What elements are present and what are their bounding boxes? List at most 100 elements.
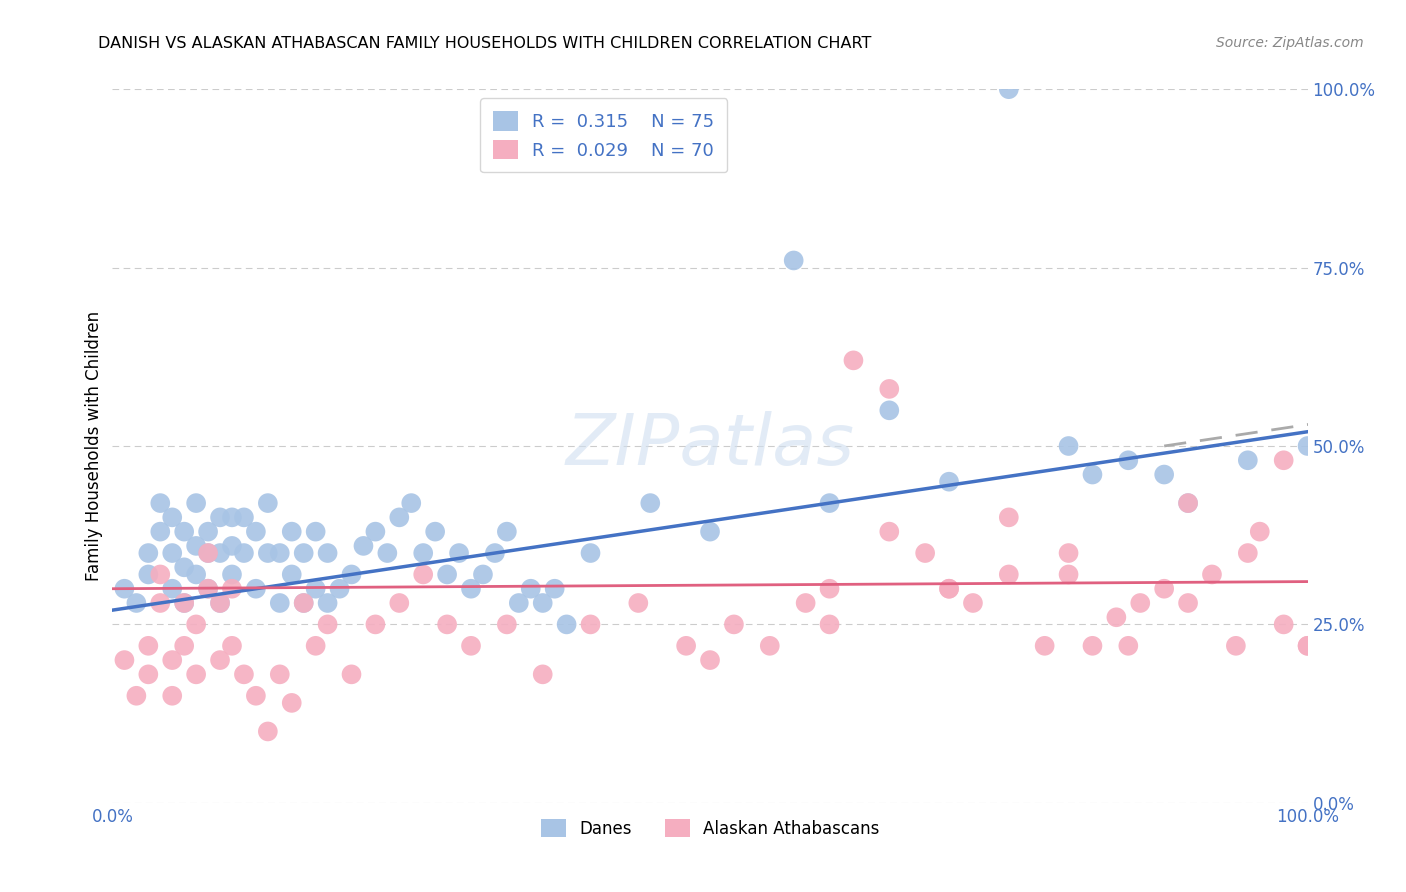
Text: DANISH VS ALASKAN ATHABASCAN FAMILY HOUSEHOLDS WITH CHILDREN CORRELATION CHART: DANISH VS ALASKAN ATHABASCAN FAMILY HOUS…	[98, 36, 872, 51]
Point	[186, 567, 208, 582]
Point	[292, 596, 315, 610]
Point	[412, 546, 434, 560]
Point	[186, 496, 208, 510]
Point	[162, 653, 183, 667]
Point	[233, 546, 256, 560]
Point	[484, 546, 506, 560]
Point	[257, 724, 280, 739]
Point	[316, 617, 339, 632]
Point	[269, 596, 291, 610]
Point	[257, 496, 280, 510]
Point	[197, 582, 219, 596]
Point	[221, 582, 243, 596]
Point	[1129, 596, 1152, 610]
Point	[114, 653, 135, 667]
Point	[1272, 617, 1295, 632]
Point	[221, 567, 243, 582]
Point	[520, 582, 543, 596]
Point	[1105, 610, 1128, 624]
Point	[699, 653, 721, 667]
Point	[125, 596, 148, 610]
Point	[316, 596, 339, 610]
Point	[914, 546, 936, 560]
Point	[938, 582, 960, 596]
Legend: Danes, Alaskan Athabascans: Danes, Alaskan Athabascans	[534, 813, 886, 845]
Point	[173, 560, 195, 574]
Text: Source: ZipAtlas.com: Source: ZipAtlas.com	[1216, 36, 1364, 50]
Point	[818, 617, 841, 632]
Point	[209, 546, 232, 560]
Point	[233, 510, 256, 524]
Point	[281, 524, 304, 539]
Point	[138, 639, 160, 653]
Point	[938, 475, 960, 489]
Point	[340, 667, 363, 681]
Point	[1153, 582, 1175, 596]
Point	[162, 582, 183, 596]
Point	[209, 653, 232, 667]
Point	[412, 567, 434, 582]
Point	[1225, 639, 1247, 653]
Point	[1081, 467, 1104, 482]
Point	[186, 667, 208, 681]
Point	[221, 510, 243, 524]
Point	[281, 696, 304, 710]
Point	[305, 639, 328, 653]
Point	[1118, 639, 1140, 653]
Point	[472, 567, 495, 582]
Point	[1081, 639, 1104, 653]
Point	[173, 596, 195, 610]
Point	[197, 582, 219, 596]
Point	[114, 582, 135, 596]
Point	[149, 596, 172, 610]
Point	[879, 382, 901, 396]
Point	[257, 546, 280, 560]
Point	[209, 596, 232, 610]
Point	[449, 546, 471, 560]
Point	[173, 596, 195, 610]
Point	[1249, 524, 1271, 539]
Point	[316, 546, 339, 560]
Point	[794, 596, 817, 610]
Point	[340, 567, 363, 582]
Point	[1033, 639, 1056, 653]
Point	[292, 596, 315, 610]
Point	[245, 689, 267, 703]
Point	[1177, 496, 1199, 510]
Point	[962, 596, 984, 610]
Point	[305, 582, 328, 596]
Point	[388, 596, 411, 610]
Point	[460, 639, 482, 653]
Point	[305, 524, 328, 539]
Point	[425, 524, 447, 539]
Point	[1296, 639, 1319, 653]
Point	[1296, 439, 1319, 453]
Point	[138, 567, 160, 582]
Point	[699, 524, 721, 539]
Y-axis label: Family Households with Children: Family Households with Children	[84, 311, 103, 581]
Point	[579, 617, 602, 632]
Point	[818, 582, 841, 596]
Point	[209, 596, 232, 610]
Point	[162, 510, 183, 524]
Point	[640, 496, 662, 510]
Point	[879, 524, 901, 539]
Point	[1118, 453, 1140, 467]
Point	[1201, 567, 1223, 582]
Point	[496, 524, 519, 539]
Point	[1057, 567, 1080, 582]
Point	[364, 617, 387, 632]
Text: ZIPatlas: ZIPatlas	[565, 411, 855, 481]
Point	[1153, 467, 1175, 482]
Point	[149, 496, 172, 510]
Point	[162, 546, 183, 560]
Point	[555, 617, 578, 632]
Point	[531, 596, 554, 610]
Point	[842, 353, 865, 368]
Point	[401, 496, 423, 510]
Point	[543, 582, 565, 596]
Point	[197, 524, 219, 539]
Point	[496, 617, 519, 632]
Point	[173, 639, 195, 653]
Point	[281, 567, 304, 582]
